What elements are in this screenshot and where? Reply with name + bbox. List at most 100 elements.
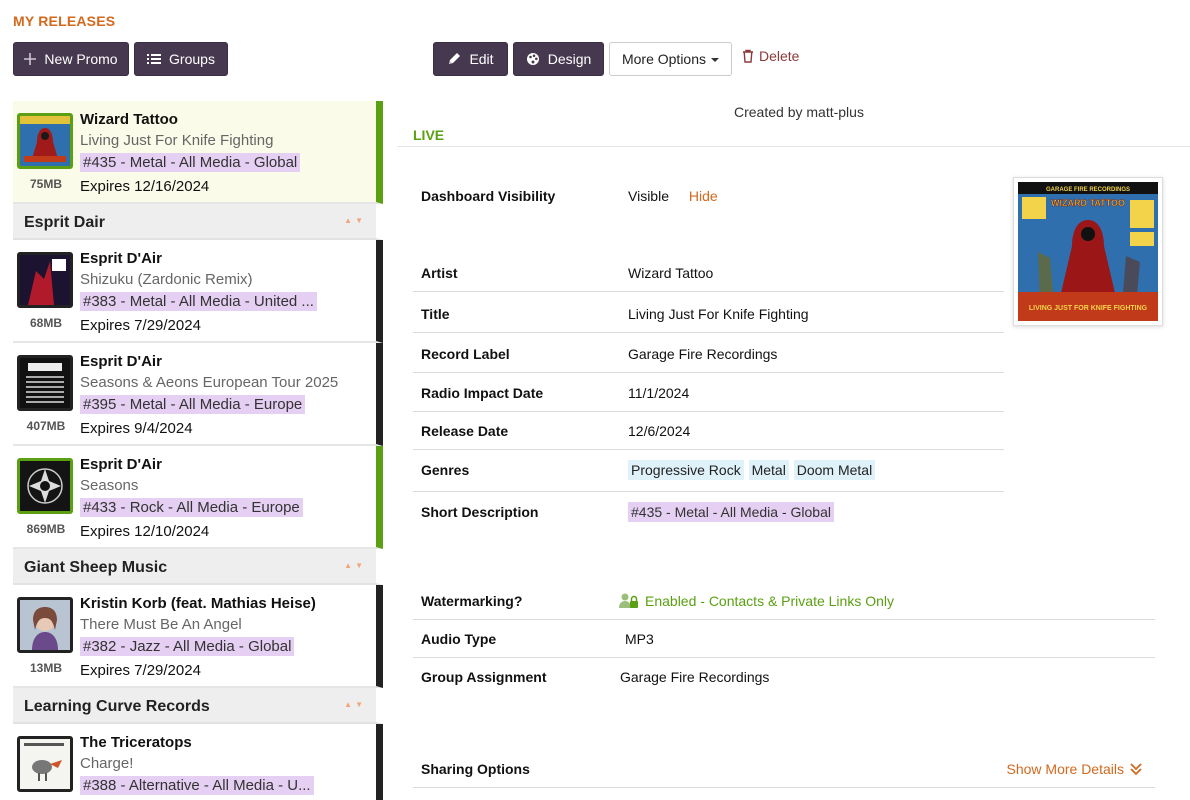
release-title: Shizuku (Zardonic Remix) <box>80 271 253 288</box>
field-label: Sharing Options <box>421 761 530 777</box>
release-thumbnail <box>17 252 73 308</box>
title-row: Title Living Just For Knife Fighting <box>413 294 1004 333</box>
release-title: Living Just For Knife Fighting <box>80 132 274 149</box>
field-label: Audio Type <box>421 631 497 647</box>
visibility-value: Visible <box>628 188 669 204</box>
release-title: There Must Be An Angel <box>80 616 242 633</box>
field-value: Progressive Rock Metal Doom Metal <box>628 460 876 480</box>
release-item[interactable]: 68MB Esprit D'Air Shizuku (Zardonic Remi… <box>13 240 383 343</box>
plus-icon <box>24 53 37 65</box>
release-expiry: Expires 12/16/2024 <box>80 178 210 195</box>
release-tag: #435 - Metal - All Media - Global <box>80 153 301 172</box>
more-options-label: More Options <box>621 51 707 67</box>
group-name: Esprit Dair <box>24 214 105 231</box>
chevron-down-icon <box>711 58 720 62</box>
delete-label: Delete <box>759 48 800 64</box>
group-header[interactable]: Esprit Dair ▲▼ <box>13 204 383 240</box>
release-artist: Esprit D'Air <box>80 456 162 473</box>
edit-label: Edit <box>469 51 494 67</box>
release-tag: #388 - Alternative - All Media - U... <box>80 776 314 795</box>
record-label-row: Record Label Garage Fire Recordings <box>413 334 1004 373</box>
release-tag: #433 - Rock - All Media - Europe <box>80 498 303 517</box>
release-expiry: Expires 7/29/2024 <box>80 662 201 679</box>
design-label: Design <box>547 51 592 67</box>
field-value: Wizard Tattoo <box>628 265 714 281</box>
watermarking-value: Enabled - Contacts & Private Links Only <box>645 593 895 609</box>
field-label: Dashboard Visibility <box>421 188 556 204</box>
hide-link[interactable]: Hide <box>688 188 718 204</box>
field-label: Record Label <box>421 346 510 362</box>
watermarking-row: Watermarking? Enabled - Contacts & Priva… <box>413 581 1155 620</box>
field-value: Garage Fire Recordings <box>628 346 778 362</box>
release-list: 75MB Wizard Tattoo Living Just For Knife… <box>13 101 383 800</box>
release-item[interactable]: The Triceratops Charge! #388 - Alternati… <box>13 724 383 800</box>
release-thumbnail <box>17 458 73 514</box>
edit-button[interactable]: Edit <box>433 42 508 76</box>
new-promo-button[interactable]: New Promo <box>13 42 129 76</box>
field-value: Garage Fire Recordings <box>620 669 770 685</box>
group-header[interactable]: Learning Curve Records ▲▼ <box>13 688 383 724</box>
release-title: Seasons <box>80 477 139 494</box>
field-label: Watermarking? <box>421 593 523 609</box>
field-value: #435 - Metal - All Media - Global <box>628 502 834 522</box>
user-lock-icon <box>619 593 639 609</box>
genre-tag: Doom Metal <box>793 460 876 480</box>
sort-arrows-icon[interactable]: ▲▼ <box>344 216 366 225</box>
field-label: Genres <box>421 462 470 478</box>
cover-publisher: GARAGE FIRE RECORDINGS <box>1046 187 1130 193</box>
dashboard-visibility-row: Dashboard Visibility Visible Hide <box>413 176 1004 215</box>
field-label: Group Assignment <box>421 669 547 685</box>
cover-band: WIZARD TATTOO <box>1051 198 1125 208</box>
groups-label: Groups <box>169 51 215 67</box>
release-item[interactable]: 13MB Kristin Korb (feat. Mathias Heise) … <box>13 585 383 688</box>
field-value: Living Just For Knife Fighting <box>628 306 809 322</box>
release-tag: #395 - Metal - All Media - Europe <box>80 395 306 414</box>
group-header[interactable]: Giant Sheep Music ▲▼ <box>13 549 383 585</box>
group-assignment-row: Group Assignment Garage Fire Recordings <box>413 657 1155 696</box>
groups-button[interactable]: Groups <box>134 42 228 76</box>
delete-button[interactable]: Delete <box>742 48 799 64</box>
sort-arrows-icon[interactable]: ▲▼ <box>344 700 366 709</box>
release-expiry: Expires 7/29/2024 <box>80 317 201 334</box>
more-options-dropdown[interactable]: More Options <box>609 42 732 76</box>
field-label: Release Date <box>421 423 509 439</box>
release-size: 75MB <box>29 177 62 191</box>
palette-icon <box>526 52 540 66</box>
cover-art: GARAGE FIRE RECORDINGS WIZARD TATTOO LIV… <box>1013 177 1163 326</box>
release-thumbnail <box>17 113 73 169</box>
artist-row: Artist Wizard Tattoo <box>413 253 1004 292</box>
double-chevron-down-icon <box>1129 762 1143 776</box>
release-item[interactable]: 407MB Esprit D'Air Seasons & Aeons Europ… <box>13 343 383 446</box>
group-name: Giant Sheep Music <box>24 559 168 576</box>
release-size: 869MB <box>26 522 66 536</box>
pencil-icon <box>447 52 461 66</box>
field-value: MP3 <box>625 631 654 647</box>
sort-arrows-icon[interactable]: ▲▼ <box>344 561 366 570</box>
release-artist: Esprit D'Air <box>80 250 162 267</box>
release-thumbnail <box>17 736 73 792</box>
release-tag: #382 - Jazz - All Media - Global <box>80 637 295 656</box>
release-size: 68MB <box>29 316 62 330</box>
release-item[interactable]: 75MB Wizard Tattoo Living Just For Knife… <box>13 101 383 204</box>
release-thumbnail <box>17 355 73 411</box>
release-artist: Esprit D'Air <box>80 353 162 370</box>
genre-tag: Progressive Rock <box>628 460 744 480</box>
field-value: Enabled - Contacts & Private Links Only <box>619 593 894 612</box>
release-tag: #383 - Metal - All Media - United ... <box>80 292 317 311</box>
field-label: Title <box>421 306 450 322</box>
new-promo-label: New Promo <box>44 51 118 67</box>
field-value: 12/6/2024 <box>628 423 691 439</box>
release-artist: Kristin Korb (feat. Mathias Heise) <box>80 595 316 612</box>
sharing-options-row: Sharing Options Show More Details <box>413 749 1155 788</box>
field-label: Radio Impact Date <box>421 385 544 401</box>
release-item[interactable]: 869MB Esprit D'Air Seasons #433 - Rock -… <box>13 446 383 549</box>
release-expiry: Expires 12/10/2024 <box>80 523 210 540</box>
status-badge: LIVE <box>413 127 445 143</box>
show-more-label: Show More Details <box>1006 761 1125 777</box>
design-button[interactable]: Design <box>513 42 604 76</box>
show-more-details-link[interactable]: Show More Details <box>1007 761 1144 777</box>
release-size: 407MB <box>26 419 66 433</box>
radio-impact-date-row: Radio Impact Date 11/1/2024 <box>413 373 1004 412</box>
page-title: MY RELEASES <box>13 13 116 29</box>
description-tag: #435 - Metal - All Media - Global <box>628 502 834 522</box>
